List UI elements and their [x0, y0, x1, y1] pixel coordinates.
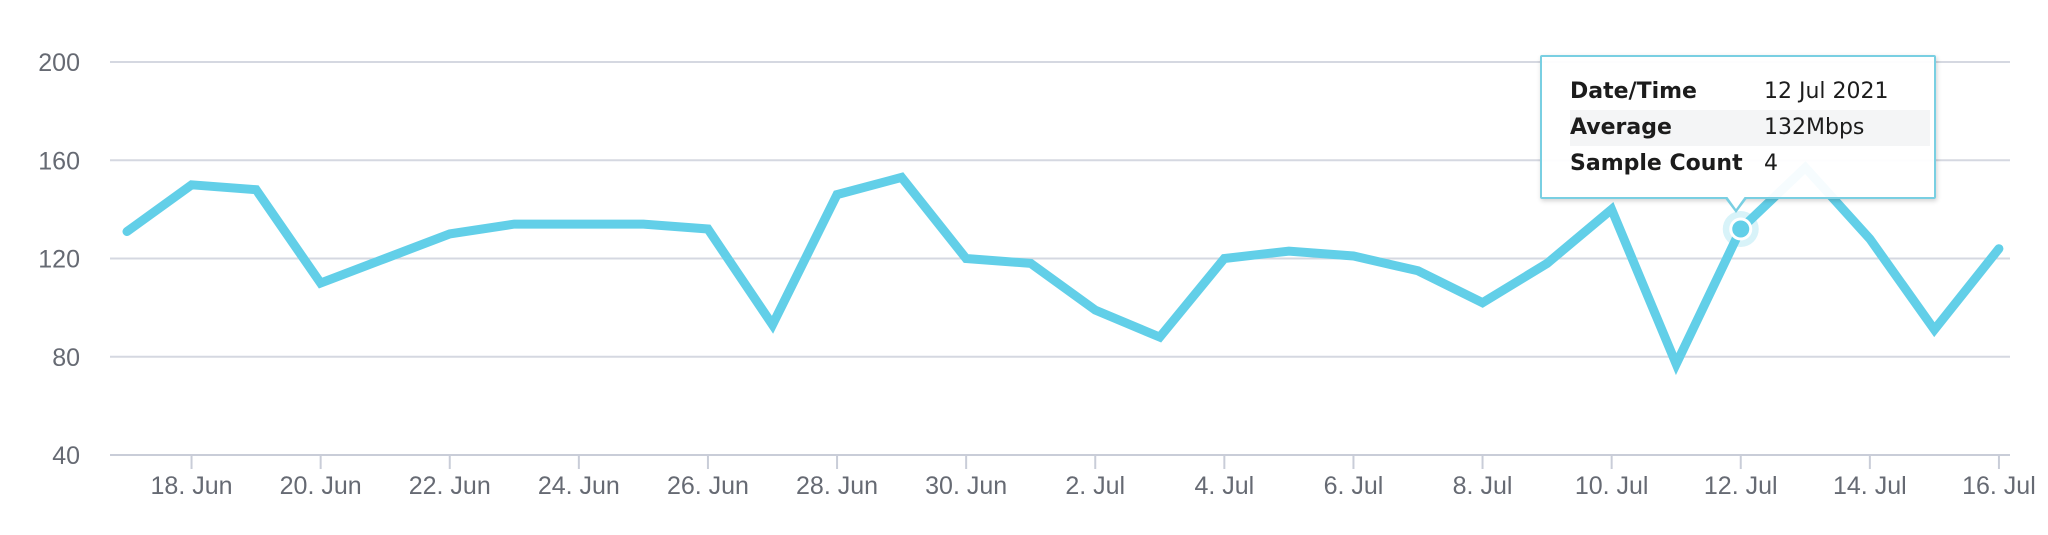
data-point[interactable]	[897, 172, 907, 182]
x-tick-label: 2. Jul	[1065, 472, 1125, 500]
data-point[interactable]	[1090, 305, 1100, 315]
data-point[interactable]	[1026, 258, 1036, 268]
data-point[interactable]	[1348, 251, 1358, 261]
data-point[interactable]	[122, 226, 132, 236]
x-tick-label: 20. Jun	[280, 472, 362, 500]
x-tick-label: 24. Jun	[538, 472, 620, 500]
x-tick-label: 10. Jul	[1575, 472, 1649, 500]
x-tick-label: 26. Jun	[667, 472, 749, 500]
data-point[interactable]	[1865, 234, 1875, 244]
data-point[interactable]	[316, 278, 326, 288]
tooltip-label-average: Average	[1570, 110, 1764, 146]
x-tick-label: 18. Jun	[151, 472, 233, 500]
data-point[interactable]	[832, 190, 842, 200]
x-tick-label: 14. Jul	[1833, 472, 1907, 500]
series-line	[122, 161, 2004, 376]
x-tick-label: 4. Jul	[1194, 472, 1254, 500]
data-point[interactable]	[961, 254, 971, 264]
tooltip-label-sample-count: Sample Count	[1570, 151, 1743, 176]
data-point[interactable]	[1413, 266, 1423, 276]
data-point[interactable]	[703, 224, 713, 234]
highlight-group	[1722, 211, 1759, 248]
data-point[interactable]	[1994, 244, 2004, 254]
x-tick-label: 6. Jul	[1324, 472, 1384, 500]
series-line-group	[122, 161, 2004, 376]
tooltip: Date/Time 12 Jul 2021 Average 132Mbps Sa…	[1540, 55, 1936, 213]
x-tick-label: 8. Jul	[1453, 472, 1513, 500]
data-point[interactable]	[1284, 246, 1294, 256]
data-point[interactable]	[509, 219, 519, 229]
tooltip-value-datetime: 12 Jul 2021	[1764, 79, 1889, 104]
tooltip-value-average: 132Mbps	[1764, 110, 1930, 146]
tooltip-table: Date/Time 12 Jul 2021 Average 132Mbps Sa…	[1570, 74, 1930, 182]
highlight-point[interactable]	[1729, 217, 1753, 241]
x-tick-label: 12. Jul	[1704, 472, 1778, 500]
data-point[interactable]	[445, 229, 455, 239]
tooltip-caret	[1724, 195, 1748, 213]
x-axis: 18. Jun 20. Jun 22. Jun 24. Jun 26. Jun 28. J…	[151, 455, 2036, 500]
x-tick-label: 28. Jun	[796, 472, 878, 500]
data-point[interactable]	[251, 185, 261, 195]
y-axis-ticks: 40 80 120 160 200	[38, 49, 80, 470]
x-tick-label: 22. Jun	[409, 472, 491, 500]
tooltip-value-sample-count: 4	[1764, 151, 1778, 176]
tooltip-row-average: Average 132Mbps	[1570, 110, 1930, 146]
data-point[interactable]	[1671, 359, 1681, 369]
data-point[interactable]	[768, 320, 778, 330]
tooltip-row-datetime: Date/Time 12 Jul 2021	[1570, 74, 1930, 110]
data-point[interactable]	[1929, 325, 1939, 335]
data-point[interactable]	[380, 254, 390, 264]
data-point[interactable]	[1607, 204, 1617, 214]
tooltip-row-sample-count: Sample Count 4	[1570, 146, 1930, 182]
data-point[interactable]	[1542, 258, 1552, 268]
data-point[interactable]	[574, 219, 584, 229]
data-point[interactable]	[187, 180, 197, 190]
x-tick-label: 30. Jun	[925, 472, 1007, 500]
x-tick-label: 16. Jul	[1962, 472, 2036, 500]
y-tick-label: 80	[52, 344, 80, 372]
y-tick-label: 40	[52, 442, 80, 470]
y-tick-label: 200	[38, 49, 80, 77]
data-point[interactable]	[1478, 298, 1488, 308]
data-point[interactable]	[1155, 332, 1165, 342]
data-point[interactable]	[1219, 254, 1229, 264]
data-point[interactable]	[638, 219, 648, 229]
y-tick-label: 160	[38, 147, 80, 175]
tooltip-label-datetime: Date/Time	[1570, 79, 1697, 104]
y-tick-label: 120	[38, 246, 80, 274]
